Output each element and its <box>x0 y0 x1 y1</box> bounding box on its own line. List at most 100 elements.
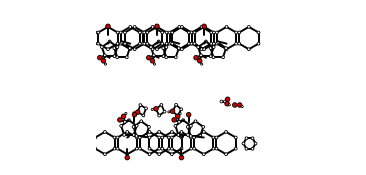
Circle shape <box>120 124 123 127</box>
Circle shape <box>238 103 242 107</box>
Circle shape <box>225 47 227 50</box>
Circle shape <box>117 118 122 122</box>
Circle shape <box>187 42 190 45</box>
Circle shape <box>232 103 237 107</box>
Circle shape <box>104 131 106 133</box>
Circle shape <box>104 55 106 58</box>
Circle shape <box>145 135 147 137</box>
Circle shape <box>180 131 183 133</box>
Circle shape <box>205 40 207 43</box>
Circle shape <box>107 48 109 51</box>
Circle shape <box>146 55 151 60</box>
Circle shape <box>180 108 183 111</box>
Circle shape <box>135 135 138 137</box>
Circle shape <box>155 24 159 29</box>
Circle shape <box>187 31 190 34</box>
Circle shape <box>153 55 155 58</box>
Circle shape <box>94 31 97 34</box>
Circle shape <box>132 134 135 136</box>
Circle shape <box>201 63 203 65</box>
Circle shape <box>132 125 135 128</box>
Circle shape <box>158 131 161 133</box>
Circle shape <box>158 136 161 139</box>
Circle shape <box>139 104 142 106</box>
Circle shape <box>107 26 109 28</box>
Circle shape <box>186 112 191 117</box>
Circle shape <box>135 136 138 139</box>
Circle shape <box>148 131 151 133</box>
Circle shape <box>104 153 106 156</box>
Circle shape <box>190 136 193 139</box>
Circle shape <box>174 56 177 59</box>
Circle shape <box>251 147 254 150</box>
Circle shape <box>217 41 220 44</box>
Circle shape <box>151 108 153 111</box>
Circle shape <box>167 136 170 139</box>
Circle shape <box>202 153 205 156</box>
Circle shape <box>180 26 183 28</box>
Circle shape <box>139 42 141 45</box>
Circle shape <box>126 153 128 156</box>
Circle shape <box>212 46 215 48</box>
Circle shape <box>94 136 97 139</box>
Circle shape <box>154 107 158 111</box>
Circle shape <box>225 48 228 51</box>
Circle shape <box>235 31 238 34</box>
Circle shape <box>161 147 164 150</box>
Circle shape <box>178 26 181 28</box>
Circle shape <box>210 31 213 34</box>
Circle shape <box>176 114 179 117</box>
Circle shape <box>143 31 146 34</box>
Circle shape <box>178 120 180 123</box>
Circle shape <box>162 55 165 58</box>
Circle shape <box>200 26 203 28</box>
Circle shape <box>178 47 180 50</box>
Circle shape <box>177 134 180 136</box>
Circle shape <box>147 125 150 128</box>
Circle shape <box>116 147 119 150</box>
Circle shape <box>213 42 215 45</box>
Circle shape <box>128 47 131 50</box>
Circle shape <box>209 47 212 50</box>
Circle shape <box>148 147 151 150</box>
Circle shape <box>175 103 178 106</box>
Circle shape <box>113 136 116 139</box>
Circle shape <box>94 147 97 150</box>
Circle shape <box>179 155 184 160</box>
Circle shape <box>84 26 87 28</box>
Circle shape <box>161 136 164 139</box>
Circle shape <box>158 114 161 117</box>
Circle shape <box>225 153 228 156</box>
Circle shape <box>257 42 260 45</box>
Circle shape <box>129 26 132 28</box>
Circle shape <box>172 118 176 122</box>
Circle shape <box>101 59 106 63</box>
Circle shape <box>225 97 230 101</box>
Circle shape <box>202 24 206 29</box>
Circle shape <box>126 131 128 133</box>
Circle shape <box>171 110 174 113</box>
Circle shape <box>200 55 202 58</box>
Circle shape <box>136 111 139 114</box>
Circle shape <box>193 147 195 150</box>
Circle shape <box>234 136 237 139</box>
Circle shape <box>145 107 147 110</box>
Circle shape <box>142 31 144 34</box>
Circle shape <box>121 114 126 119</box>
Circle shape <box>190 124 192 127</box>
Circle shape <box>165 31 168 34</box>
Circle shape <box>216 42 218 45</box>
Circle shape <box>199 54 202 57</box>
Circle shape <box>247 48 250 51</box>
Circle shape <box>190 31 193 34</box>
Circle shape <box>170 109 175 113</box>
Circle shape <box>158 153 161 156</box>
Circle shape <box>193 31 196 34</box>
Circle shape <box>180 153 183 156</box>
Circle shape <box>135 124 138 127</box>
Circle shape <box>148 136 151 139</box>
Circle shape <box>194 55 198 60</box>
Circle shape <box>179 112 181 114</box>
Circle shape <box>180 48 183 51</box>
Circle shape <box>97 31 100 34</box>
